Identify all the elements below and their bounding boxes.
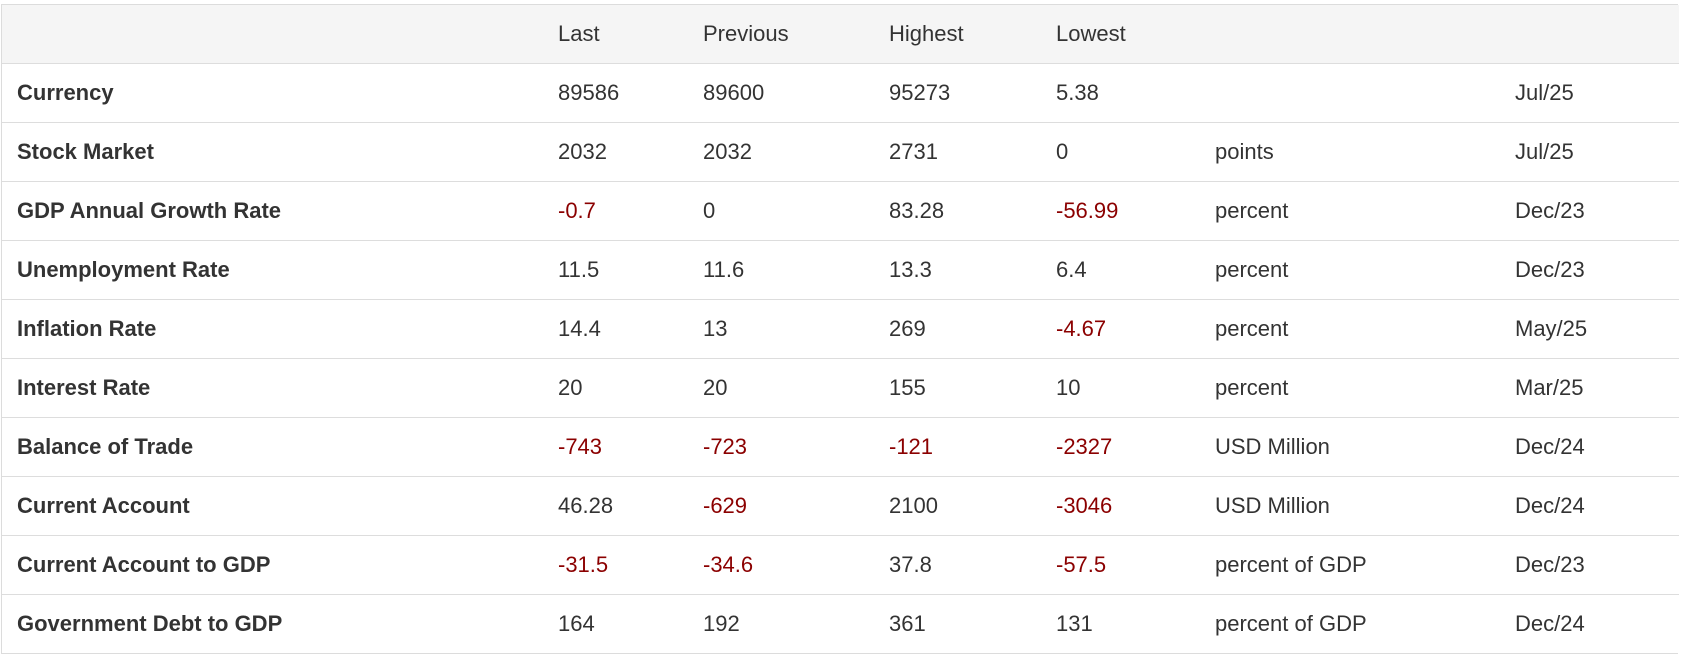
table-row: Currency 89586 89600 95273 5.38 Jul/25	[2, 63, 1679, 123]
unit-value: percent	[1215, 299, 1515, 359]
last-value: 20	[558, 358, 703, 418]
date-value: Jul/25	[1515, 63, 1679, 123]
header-row: Last Previous Highest Lowest	[2, 5, 1679, 64]
date-value: Dec/23	[1515, 535, 1679, 595]
last-value: 164	[558, 594, 703, 653]
header-last[interactable]: Last	[558, 21, 600, 46]
unit-value: USD Million	[1215, 417, 1515, 477]
last-value: -31.5	[558, 535, 703, 595]
date-value: Jul/25	[1515, 122, 1679, 182]
indicator-link[interactable]: Government Debt to GDP	[2, 594, 558, 653]
indicator-link[interactable]: Interest Rate	[2, 358, 558, 418]
unit-value: USD Million	[1215, 476, 1515, 536]
previous-value: -723	[703, 417, 889, 477]
indicator-link[interactable]: Currency	[2, 63, 558, 123]
last-value: 2032	[558, 122, 703, 182]
table-row: Balance of Trade -743 -723 -121 -2327 US…	[2, 417, 1679, 477]
unit-value	[1215, 63, 1515, 123]
table-row: Stock Market 2032 2032 2731 0 points Jul…	[2, 122, 1679, 182]
highest-value: 269	[889, 299, 1056, 359]
unit-value: percent of GDP	[1215, 594, 1515, 653]
date-value: Dec/24	[1515, 594, 1679, 653]
table-row: Current Account 46.28 -629 2100 -3046 US…	[2, 476, 1679, 536]
indicator-link[interactable]: GDP Annual Growth Rate	[2, 181, 558, 241]
lowest-value: 0	[1056, 122, 1215, 182]
lowest-value: -56.99	[1056, 181, 1215, 241]
table-row: GDP Annual Growth Rate -0.7 0 83.28 -56.…	[2, 181, 1679, 241]
table-row: Unemployment Rate 11.5 11.6 13.3 6.4 per…	[2, 240, 1679, 300]
previous-value: 0	[703, 181, 889, 241]
table-row: Current Account to GDP -31.5 -34.6 37.8 …	[2, 535, 1679, 595]
last-value: -0.7	[558, 181, 703, 241]
highest-value: 361	[889, 594, 1056, 653]
header-highest[interactable]: Highest	[889, 21, 964, 46]
indicator-link[interactable]: Current Account to GDP	[2, 535, 558, 595]
lowest-value: -2327	[1056, 417, 1215, 477]
indicator-link[interactable]: Balance of Trade	[2, 417, 558, 477]
last-value: 89586	[558, 63, 703, 123]
highest-value: 13.3	[889, 240, 1056, 300]
indicators-table-container: Last Previous Highest Lowest Currency 89…	[1, 4, 1679, 654]
header-unit	[1215, 5, 1515, 64]
header-indicator	[2, 5, 558, 64]
indicators-table: Last Previous Highest Lowest Currency 89…	[2, 5, 1679, 653]
previous-value: -629	[703, 476, 889, 536]
previous-value: 2032	[703, 122, 889, 182]
last-value: 46.28	[558, 476, 703, 536]
unit-value: percent	[1215, 240, 1515, 300]
header-lowest[interactable]: Lowest	[1056, 21, 1126, 46]
table-row: Government Debt to GDP 164 192 361 131 p…	[2, 594, 1679, 653]
highest-value: 155	[889, 358, 1056, 418]
lowest-value: -57.5	[1056, 535, 1215, 595]
last-value: -743	[558, 417, 703, 477]
date-value: Dec/23	[1515, 181, 1679, 241]
indicator-link[interactable]: Stock Market	[2, 122, 558, 182]
unit-value: percent of GDP	[1215, 535, 1515, 595]
date-value: Dec/24	[1515, 476, 1679, 536]
previous-value: 11.6	[703, 240, 889, 300]
table-row: Inflation Rate 14.4 13 269 -4.67 percent…	[2, 299, 1679, 359]
highest-value: 2731	[889, 122, 1056, 182]
previous-value: -34.6	[703, 535, 889, 595]
indicator-link[interactable]: Unemployment Rate	[2, 240, 558, 300]
date-value: May/25	[1515, 299, 1679, 359]
last-value: 14.4	[558, 299, 703, 359]
highest-value: 83.28	[889, 181, 1056, 241]
lowest-value: -3046	[1056, 476, 1215, 536]
last-value: 11.5	[558, 240, 703, 300]
previous-value: 20	[703, 358, 889, 418]
previous-value: 192	[703, 594, 889, 653]
header-previous[interactable]: Previous	[703, 21, 789, 46]
table-row: Interest Rate 20 20 155 10 percent Mar/2…	[2, 358, 1679, 418]
indicator-link[interactable]: Inflation Rate	[2, 299, 558, 359]
lowest-value: 6.4	[1056, 240, 1215, 300]
date-value: Dec/24	[1515, 417, 1679, 477]
date-value: Dec/23	[1515, 240, 1679, 300]
highest-value: 37.8	[889, 535, 1056, 595]
lowest-value: 5.38	[1056, 63, 1215, 123]
unit-value: percent	[1215, 358, 1515, 418]
lowest-value: 10	[1056, 358, 1215, 418]
table-body: Currency 89586 89600 95273 5.38 Jul/25 S…	[2, 63, 1679, 653]
unit-value: points	[1215, 122, 1515, 182]
previous-value: 89600	[703, 63, 889, 123]
highest-value: -121	[889, 417, 1056, 477]
header-date	[1515, 5, 1679, 64]
highest-value: 95273	[889, 63, 1056, 123]
indicator-link[interactable]: Current Account	[2, 476, 558, 536]
table-header: Last Previous Highest Lowest	[2, 5, 1679, 64]
lowest-value: 131	[1056, 594, 1215, 653]
lowest-value: -4.67	[1056, 299, 1215, 359]
unit-value: percent	[1215, 181, 1515, 241]
previous-value: 13	[703, 299, 889, 359]
date-value: Mar/25	[1515, 358, 1679, 418]
highest-value: 2100	[889, 476, 1056, 536]
